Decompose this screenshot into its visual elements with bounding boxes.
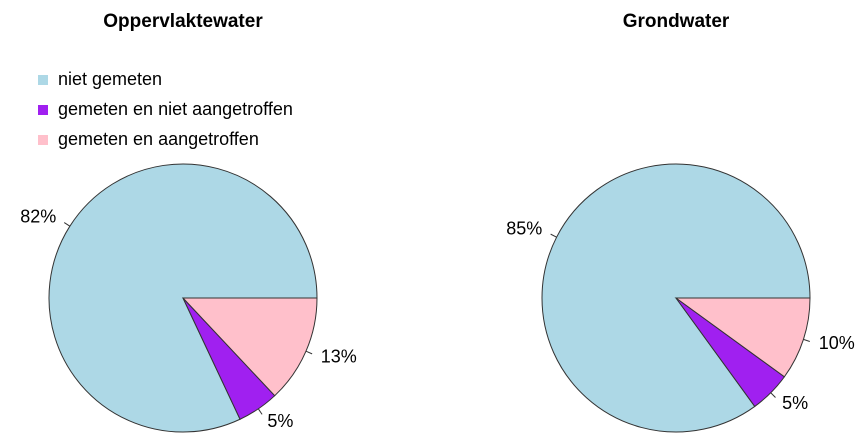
pie-slice xyxy=(674,297,811,378)
pie-slice xyxy=(181,297,318,397)
chart-title: Oppervlaktewater xyxy=(103,11,263,32)
label-tick xyxy=(550,233,557,238)
legend-label: gemeten en aangetroffen xyxy=(58,129,259,149)
legend-label: niet gemeten xyxy=(58,69,162,89)
value-label: 82% xyxy=(20,206,56,226)
label-tick xyxy=(770,392,776,398)
legend-swatch xyxy=(38,135,48,145)
value-label: 5% xyxy=(267,411,293,431)
value-label: 85% xyxy=(506,219,542,239)
legend-swatch xyxy=(38,75,48,85)
value-label: 10% xyxy=(819,333,855,353)
label-tick xyxy=(305,350,313,355)
legend-swatch xyxy=(38,105,48,115)
value-label: 5% xyxy=(782,393,808,413)
legend-label: gemeten en niet aangetroffen xyxy=(58,99,293,119)
chart-title: Grondwater xyxy=(623,11,730,32)
label-tick xyxy=(803,338,810,342)
value-label: 13% xyxy=(321,346,357,366)
label-tick xyxy=(63,222,71,227)
label-tick xyxy=(257,408,263,415)
